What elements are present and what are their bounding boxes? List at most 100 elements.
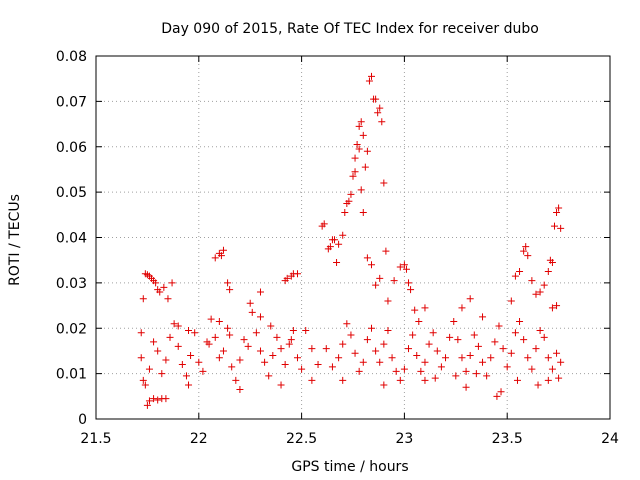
data-point: [219, 246, 227, 254]
x-tick-label: 23: [395, 431, 413, 447]
data-point: [322, 345, 330, 353]
data-point: [470, 331, 478, 339]
data-point: [493, 392, 501, 400]
data-point: [339, 231, 347, 239]
data-point: [355, 145, 363, 153]
data-point: [555, 374, 563, 382]
data-point: [199, 367, 207, 375]
data-point: [363, 254, 371, 262]
data-point: [553, 302, 561, 310]
data-point: [191, 329, 199, 337]
data-point: [415, 317, 423, 325]
data-point: [534, 381, 542, 389]
data-point: [236, 356, 244, 364]
chart-title: Day 090 of 2015, Rate Of TEC Index for r…: [161, 21, 539, 37]
data-point: [182, 372, 190, 380]
data-point: [378, 118, 386, 126]
data-point: [390, 277, 398, 285]
data-point: [166, 333, 174, 341]
data-point: [400, 365, 408, 373]
data-point: [145, 397, 153, 405]
data-point: [195, 358, 203, 366]
data-point: [425, 340, 433, 348]
data-point: [520, 247, 528, 255]
data-point: [330, 236, 338, 244]
data-point: [359, 131, 367, 139]
data-point: [479, 313, 487, 321]
data-point: [256, 288, 264, 296]
data-point: [472, 370, 480, 378]
data-point: [557, 358, 565, 366]
data-point: [458, 304, 466, 312]
x-axis-label: GPS time / hours: [291, 459, 408, 475]
data-point: [532, 290, 540, 298]
data-point: [236, 386, 244, 394]
data-point: [137, 354, 145, 362]
data-point: [380, 179, 388, 187]
data-point: [162, 395, 170, 403]
data-point: [516, 317, 524, 325]
data-point: [156, 288, 164, 296]
data-point: [137, 329, 145, 337]
data-point: [339, 376, 347, 384]
data-point: [511, 329, 519, 337]
data-point: [409, 331, 417, 339]
data-point: [143, 401, 151, 409]
data-point: [544, 376, 552, 384]
x-tick-label: 21.5: [80, 431, 111, 447]
x-tick-label: 24: [601, 431, 619, 447]
data-point: [240, 336, 248, 344]
y-tick-label: 0: [78, 412, 87, 428]
data-point: [548, 304, 556, 312]
data-point: [528, 277, 536, 285]
data-point: [357, 118, 365, 126]
data-point: [376, 358, 384, 366]
y-tick-label: 0.05: [56, 185, 87, 201]
data-point: [402, 265, 410, 273]
data-point: [491, 338, 499, 346]
y-tick-label: 0.01: [56, 367, 87, 383]
data-point: [382, 247, 390, 255]
data-point: [384, 327, 392, 335]
data-point: [507, 349, 515, 357]
data-point: [452, 372, 460, 380]
data-point: [376, 104, 384, 112]
data-point: [267, 322, 275, 330]
data-point: [335, 354, 343, 362]
data-point: [479, 358, 487, 366]
data-point: [421, 358, 429, 366]
data-point: [392, 367, 400, 375]
data-point: [328, 363, 336, 371]
data-point: [355, 367, 363, 375]
data-point: [256, 347, 264, 355]
data-point: [357, 186, 365, 194]
data-point: [544, 354, 552, 362]
data-point: [152, 279, 160, 287]
data-point: [442, 354, 450, 362]
data-point: [308, 345, 316, 353]
y-tick-label: 0.06: [56, 140, 87, 156]
data-point: [160, 283, 168, 291]
data-point: [226, 286, 234, 294]
data-point: [458, 354, 466, 362]
data-point: [359, 209, 367, 217]
data-point: [224, 279, 232, 287]
data-point: [215, 317, 223, 325]
data-point: [540, 333, 548, 341]
data-point: [540, 281, 548, 289]
data-point: [388, 354, 396, 362]
data-point: [548, 365, 556, 373]
data-point: [150, 338, 158, 346]
data-point: [516, 268, 524, 276]
data-point: [277, 345, 285, 353]
y-tick-label: 0.08: [56, 49, 87, 65]
data-point: [499, 345, 507, 353]
data-point: [273, 333, 281, 341]
data-point: [353, 140, 361, 148]
data-point: [433, 347, 441, 355]
data-points: [137, 72, 565, 409]
data-point: [368, 72, 376, 80]
data-point: [174, 322, 182, 330]
data-point: [536, 288, 544, 296]
